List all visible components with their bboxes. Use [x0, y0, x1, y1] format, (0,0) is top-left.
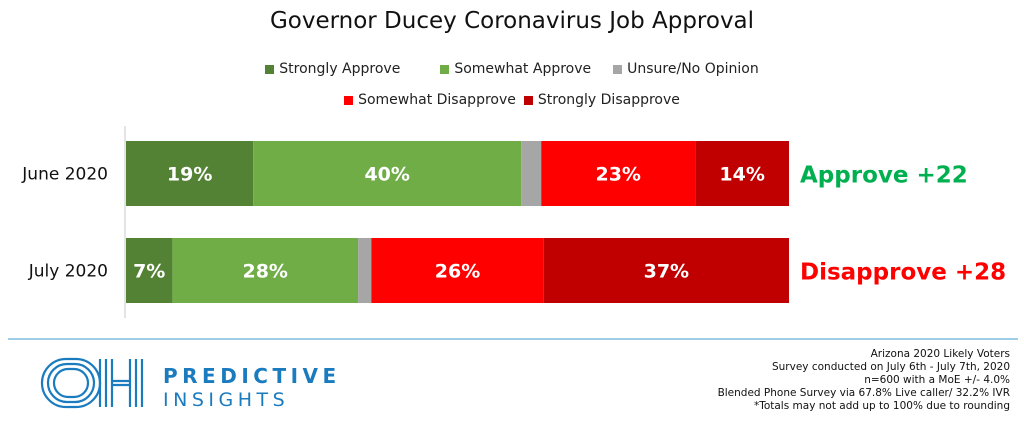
- survey-note: *Totals may not add up to 100% due to ro…: [753, 400, 1010, 412]
- category-label: June 2020: [21, 165, 108, 185]
- survey-note: Survey conducted on July 6th - July 7th,…: [771, 361, 1010, 373]
- bar-segment: [126, 141, 254, 206]
- brand-name-line1: PREDICTIVE: [163, 364, 341, 388]
- bar-segment: [358, 238, 372, 303]
- footer-divider: [8, 338, 1018, 340]
- bar-segment: [543, 238, 789, 303]
- bar-segment: [695, 141, 789, 206]
- data-label: 26%: [435, 261, 480, 283]
- chart-title: Governor Ducey Coronavirus Job Approval: [269, 8, 755, 34]
- legend-item-strongly-disapprove: Strongly Disapprove: [523, 92, 680, 108]
- legend-swatch: [613, 64, 623, 74]
- net-annotation: Approve +22: [800, 163, 968, 189]
- legend-label: Unsure/No Opinion: [627, 61, 759, 77]
- net-annotation: Disapprove +28: [800, 260, 1006, 286]
- bar-segment: [541, 141, 696, 206]
- legend-label: Strongly Disapprove: [537, 92, 680, 108]
- legend-item-strongly-approve: Strongly Approve: [265, 61, 400, 77]
- data-label: 19%: [167, 164, 212, 186]
- legend-item-somewhat-disapprove: Somewhat Disapprove: [344, 92, 516, 108]
- data-label: 28%: [242, 261, 287, 283]
- bar-segment: [253, 141, 522, 206]
- data-label: 37%: [644, 261, 689, 283]
- stacked-bar-chart: June 2020 19% 40% 23% 14% Approve +22 July 202…: [21, 126, 1006, 318]
- legend-swatch: [523, 95, 533, 105]
- data-label: 14%: [719, 164, 764, 186]
- bar-segment: [521, 141, 542, 206]
- legend-swatch: [344, 95, 354, 105]
- legend-label: Strongly Approve: [279, 61, 401, 77]
- survey-note: Arizona 2020 Likely Voters: [870, 348, 1010, 360]
- legend-label: Somewhat Approve: [454, 61, 592, 77]
- category-label: July 2020: [28, 262, 108, 282]
- bar-segment: [172, 238, 359, 303]
- legend-row-2: Somewhat Disapprove Strongly Disapprove: [0, 92, 1024, 108]
- legend-row-1: Strongly Approve Somewhat Approve Unsure…: [0, 61, 1024, 77]
- legend-label: Somewhat Disapprove: [358, 92, 516, 108]
- survey-notes: Arizona 2020 Likely Voters Survey conduc…: [718, 348, 1010, 413]
- legend-swatch: [265, 64, 275, 74]
- bar-segment: [371, 238, 544, 303]
- legend-item-unsure: Unsure/No Opinion: [613, 61, 759, 77]
- survey-note: Blended Phone Survey via 67.8% Live call…: [717, 387, 1010, 399]
- survey-note: n=600 with a MoE +/- 4.0%: [864, 374, 1010, 386]
- brand-name-line2: INSIGHTS: [163, 389, 290, 411]
- data-label: 7%: [133, 261, 165, 283]
- bar-segment: [126, 238, 173, 303]
- legend-swatch: [440, 64, 450, 74]
- oh-logo-icon: [40, 357, 144, 409]
- data-label: 23%: [595, 164, 640, 186]
- data-label: 40%: [364, 164, 409, 186]
- legend-item-somewhat-approve: Somewhat Approve: [440, 61, 591, 77]
